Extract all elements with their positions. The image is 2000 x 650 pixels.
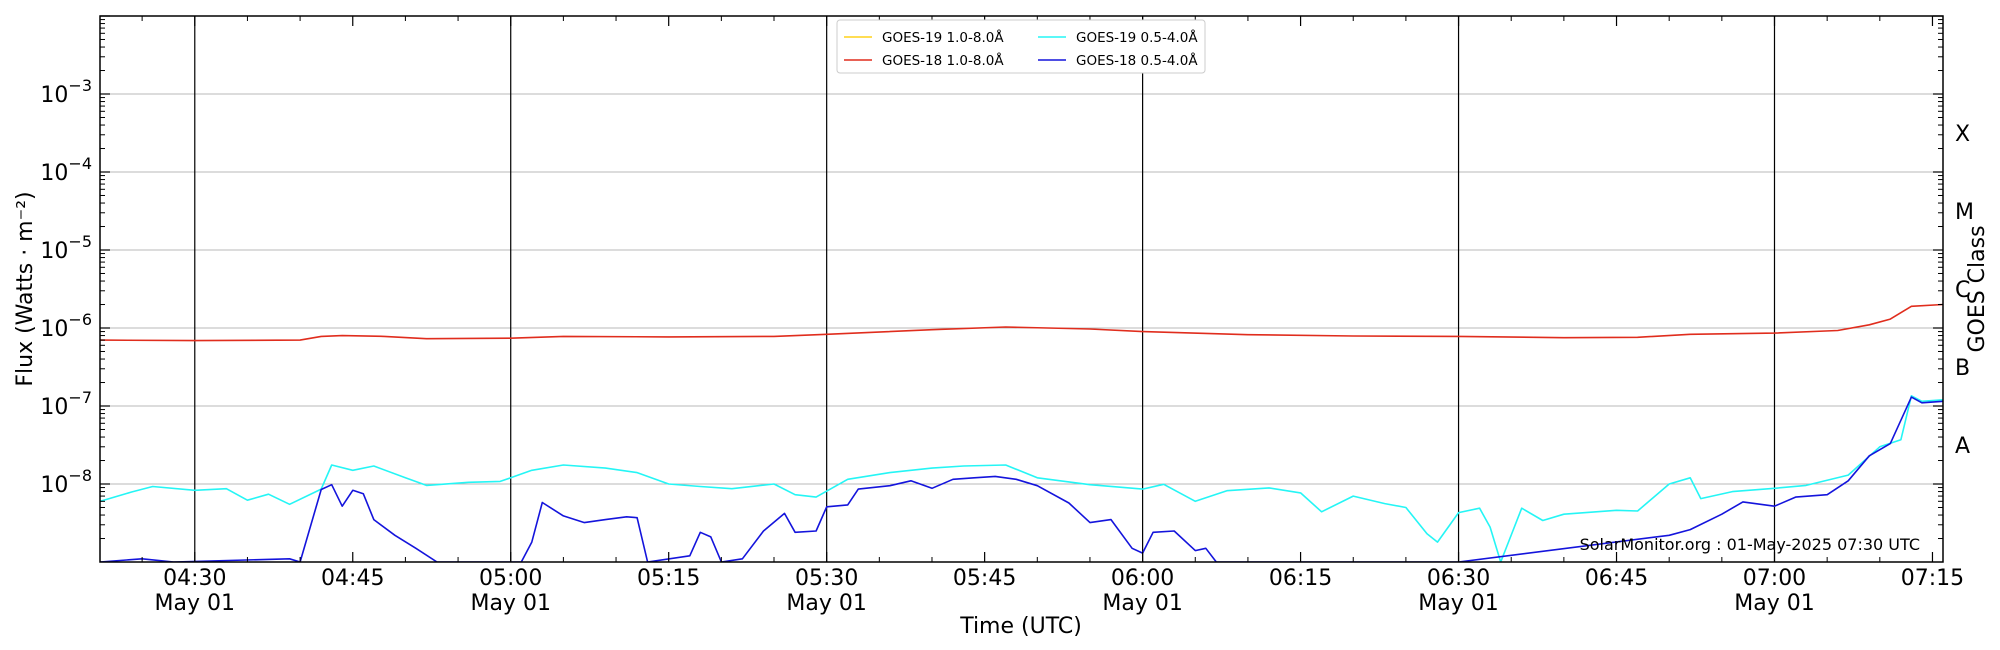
- goes-class-label-C: C: [1955, 278, 1970, 303]
- y-tick-label: 10−7: [40, 388, 92, 420]
- x-tick-label: 04:30: [163, 566, 226, 591]
- goes-class-axis-label: GOES Class: [1965, 225, 1990, 352]
- plot-frame: [99, 15, 1944, 563]
- x-tick-label: 05:30: [795, 566, 858, 591]
- x-tick-label: 07:00: [1743, 566, 1806, 591]
- x-tick-label: 04:45: [321, 566, 384, 591]
- legend: GOES-19 1.0-8.0Å GOES-18 1.0-8.0Å GOES-19 …: [836, 19, 1206, 74]
- legend-label: GOES-18 0.5-4.0Å: [1076, 52, 1198, 69]
- x-tick-date-label: May 01: [786, 591, 866, 616]
- series-line-4: [100, 396, 1943, 562]
- x-tick-label: 06:30: [1427, 566, 1490, 591]
- goes-class-label-M: M: [1955, 200, 1974, 225]
- legend-label: GOES-19 0.5-4.0Å: [1076, 29, 1198, 46]
- y-tick-label: 10−3: [40, 76, 92, 108]
- x-tick-date-label: May 01: [1734, 591, 1814, 616]
- series-layer: [100, 303, 1943, 562]
- x-tick-date-label: May 01: [470, 591, 550, 616]
- x-tick-date-label: May 01: [1102, 591, 1182, 616]
- watermark-text: SolarMonitor.org : 01-May-2025 07:30 UTC: [1580, 535, 1920, 554]
- y-tick-label: 10−4: [40, 154, 92, 186]
- goes-class-label-X: X: [1955, 122, 1970, 147]
- gridlines: [100, 16, 1943, 562]
- legend-label: GOES-19 1.0-8.0Å: [882, 29, 1004, 46]
- x-tick-label: 05:15: [637, 566, 700, 591]
- x-tick-label: 05:00: [479, 566, 542, 591]
- x-tick-label: 06:00: [1111, 566, 1174, 591]
- goes-class-label-A: A: [1955, 434, 1970, 459]
- series-line-2: [100, 303, 1943, 342]
- x-tick-label: 06:15: [1269, 566, 1332, 591]
- x-tick-label: 07:15: [1901, 566, 1964, 591]
- goes-class-label-B: B: [1955, 356, 1970, 381]
- y-tick-label: 10−5: [40, 232, 92, 264]
- series-line-3: [100, 394, 1943, 562]
- x-tick-date-label: May 01: [1418, 591, 1498, 616]
- legend-label: GOES-18 1.0-8.0Å: [882, 52, 1004, 69]
- y-tick-label: 10−6: [40, 310, 92, 342]
- y-axis-label: Flux (Watts · m⁻²): [13, 191, 38, 386]
- legend-box: [836, 19, 1206, 74]
- x-tick-label: 05:45: [953, 566, 1016, 591]
- x-tick-date-label: May 01: [155, 591, 235, 616]
- x-axis-label: Time (UTC): [959, 614, 1082, 639]
- y-tick-label: 10−8: [40, 466, 92, 498]
- x-tick-label: 06:45: [1585, 566, 1648, 591]
